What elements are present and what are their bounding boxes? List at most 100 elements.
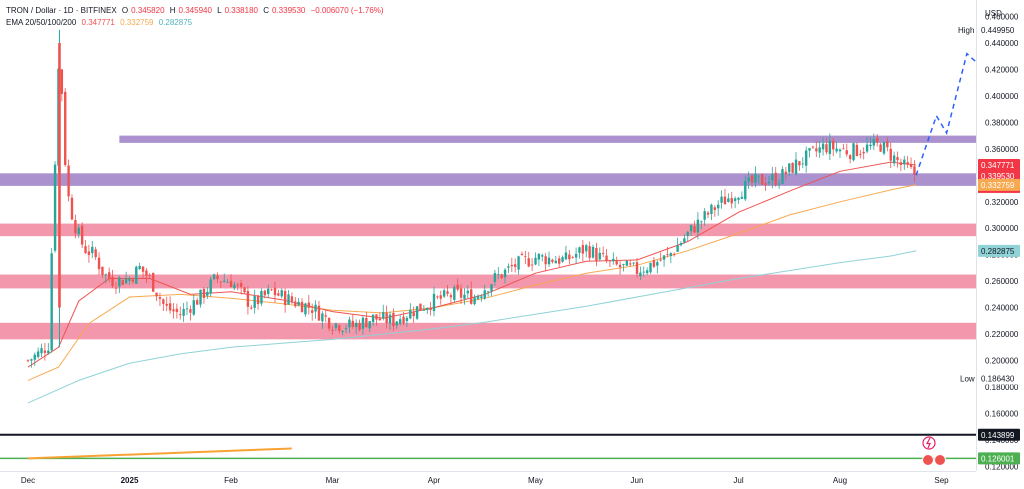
candle-body <box>730 198 733 204</box>
candle-body <box>832 140 835 150</box>
candle-body <box>192 300 195 315</box>
candle-body <box>412 312 415 317</box>
open-label: O <box>121 6 129 15</box>
flag-event-icon[interactable] <box>922 454 934 466</box>
candle-body <box>740 196 744 199</box>
ema100-badge-bg <box>978 244 1020 257</box>
low-value-bg <box>978 372 1020 385</box>
candle-body <box>828 140 832 154</box>
x-tick-label: Feb <box>224 476 238 485</box>
candle-body <box>676 245 679 252</box>
candle-body <box>750 175 754 183</box>
candle-body <box>243 287 246 293</box>
time-axis[interactable]: Dec 2025 Feb Mar Apr May Jun Jul Aug Sep <box>21 476 949 485</box>
candle-body <box>896 157 899 161</box>
candle-body <box>544 256 547 265</box>
candle-body <box>236 284 239 286</box>
candle-body <box>189 309 192 313</box>
ema100-line <box>27 250 917 404</box>
x-tick-label: Apr <box>428 476 441 485</box>
resistance-zone-0 <box>119 135 977 143</box>
candle-body <box>618 264 622 268</box>
ema20-badge-bg <box>978 159 1020 172</box>
candle-body <box>223 280 226 282</box>
high-value: 0.449950 <box>981 26 1015 35</box>
candle-body <box>882 142 886 154</box>
candle-body <box>733 198 737 201</box>
candle-body <box>723 196 727 205</box>
candle-body <box>50 253 53 351</box>
candle-body <box>141 266 145 272</box>
candle-body <box>290 296 294 302</box>
currency-label[interactable]: USD <box>985 9 1002 18</box>
candle-body <box>821 143 825 150</box>
candle-body <box>250 307 253 309</box>
candles-layer <box>26 29 916 368</box>
y-tick-label: 0.460000 <box>985 13 1019 22</box>
candle-body <box>314 304 317 312</box>
y-tick-label: 0.240000 <box>985 304 1019 313</box>
candle-body <box>135 266 138 284</box>
candle-body <box>480 296 483 298</box>
candle-body <box>774 172 777 185</box>
candle-body <box>855 144 859 157</box>
support-zone-3 <box>0 274 976 289</box>
candle-body <box>114 287 118 289</box>
candle-body <box>744 180 747 200</box>
candle-body <box>263 290 267 296</box>
candle-body <box>679 243 683 246</box>
ema-label[interactable]: EMA 20/50/100/200 <box>6 18 77 27</box>
candle-body <box>835 148 838 152</box>
y-tick-label: 0.300000 <box>985 224 1019 233</box>
candle-body <box>182 308 185 316</box>
candle-body <box>476 296 480 299</box>
candle-body <box>852 143 855 161</box>
candle-body <box>497 274 500 275</box>
price-axis[interactable]: 0.460000 0.440000 0.420000 0.400000 0.380000… <box>985 13 1019 472</box>
y-tick-label: 0.420000 <box>985 65 1019 74</box>
candle-body <box>30 359 33 361</box>
ema100-badge: 0.282875 <box>981 247 1015 256</box>
candle-body <box>760 174 764 185</box>
candle-body <box>283 290 287 306</box>
candle-body <box>534 257 537 265</box>
candle-body <box>172 309 175 312</box>
candle-body <box>727 198 730 203</box>
candle-body <box>713 207 717 210</box>
candle-body <box>608 260 612 262</box>
candle-body <box>179 314 182 316</box>
candle-body <box>233 284 236 289</box>
candle-body <box>108 272 111 279</box>
candle-body <box>551 259 554 263</box>
candle-body <box>889 148 892 161</box>
flag-event-icon-2[interactable] <box>934 454 946 466</box>
candle-body <box>595 247 598 261</box>
candle-body <box>629 263 632 265</box>
candle-body <box>33 354 36 360</box>
price-badges: 0.3477710.33953011:50:230.3327590.282875… <box>954 23 1020 465</box>
low-label: L <box>217 6 222 15</box>
candle-body <box>547 257 551 265</box>
low-value: 0.338180 <box>224 6 258 15</box>
candle-body <box>280 290 283 297</box>
candle-body <box>601 252 605 254</box>
candle-body <box>121 280 124 285</box>
candle-body <box>104 274 108 276</box>
candle-body <box>645 270 649 274</box>
candle-body <box>456 284 459 290</box>
candle-body <box>872 139 876 146</box>
symbol-title[interactable]: TRON / Dollar · 1D · BITFINEX <box>6 6 117 15</box>
candle-body <box>124 278 128 284</box>
candle-body <box>615 260 618 265</box>
candle-body <box>145 270 148 276</box>
lightning-icon <box>925 437 931 449</box>
y-tick-label: 0.260000 <box>985 277 1019 286</box>
candle-body <box>304 303 307 315</box>
candle-body <box>625 260 629 266</box>
candle-body <box>801 163 804 165</box>
candle-body <box>148 275 151 276</box>
level-1-badge-bg <box>978 452 1020 465</box>
candle-body <box>689 224 693 232</box>
candle-body <box>74 219 77 234</box>
